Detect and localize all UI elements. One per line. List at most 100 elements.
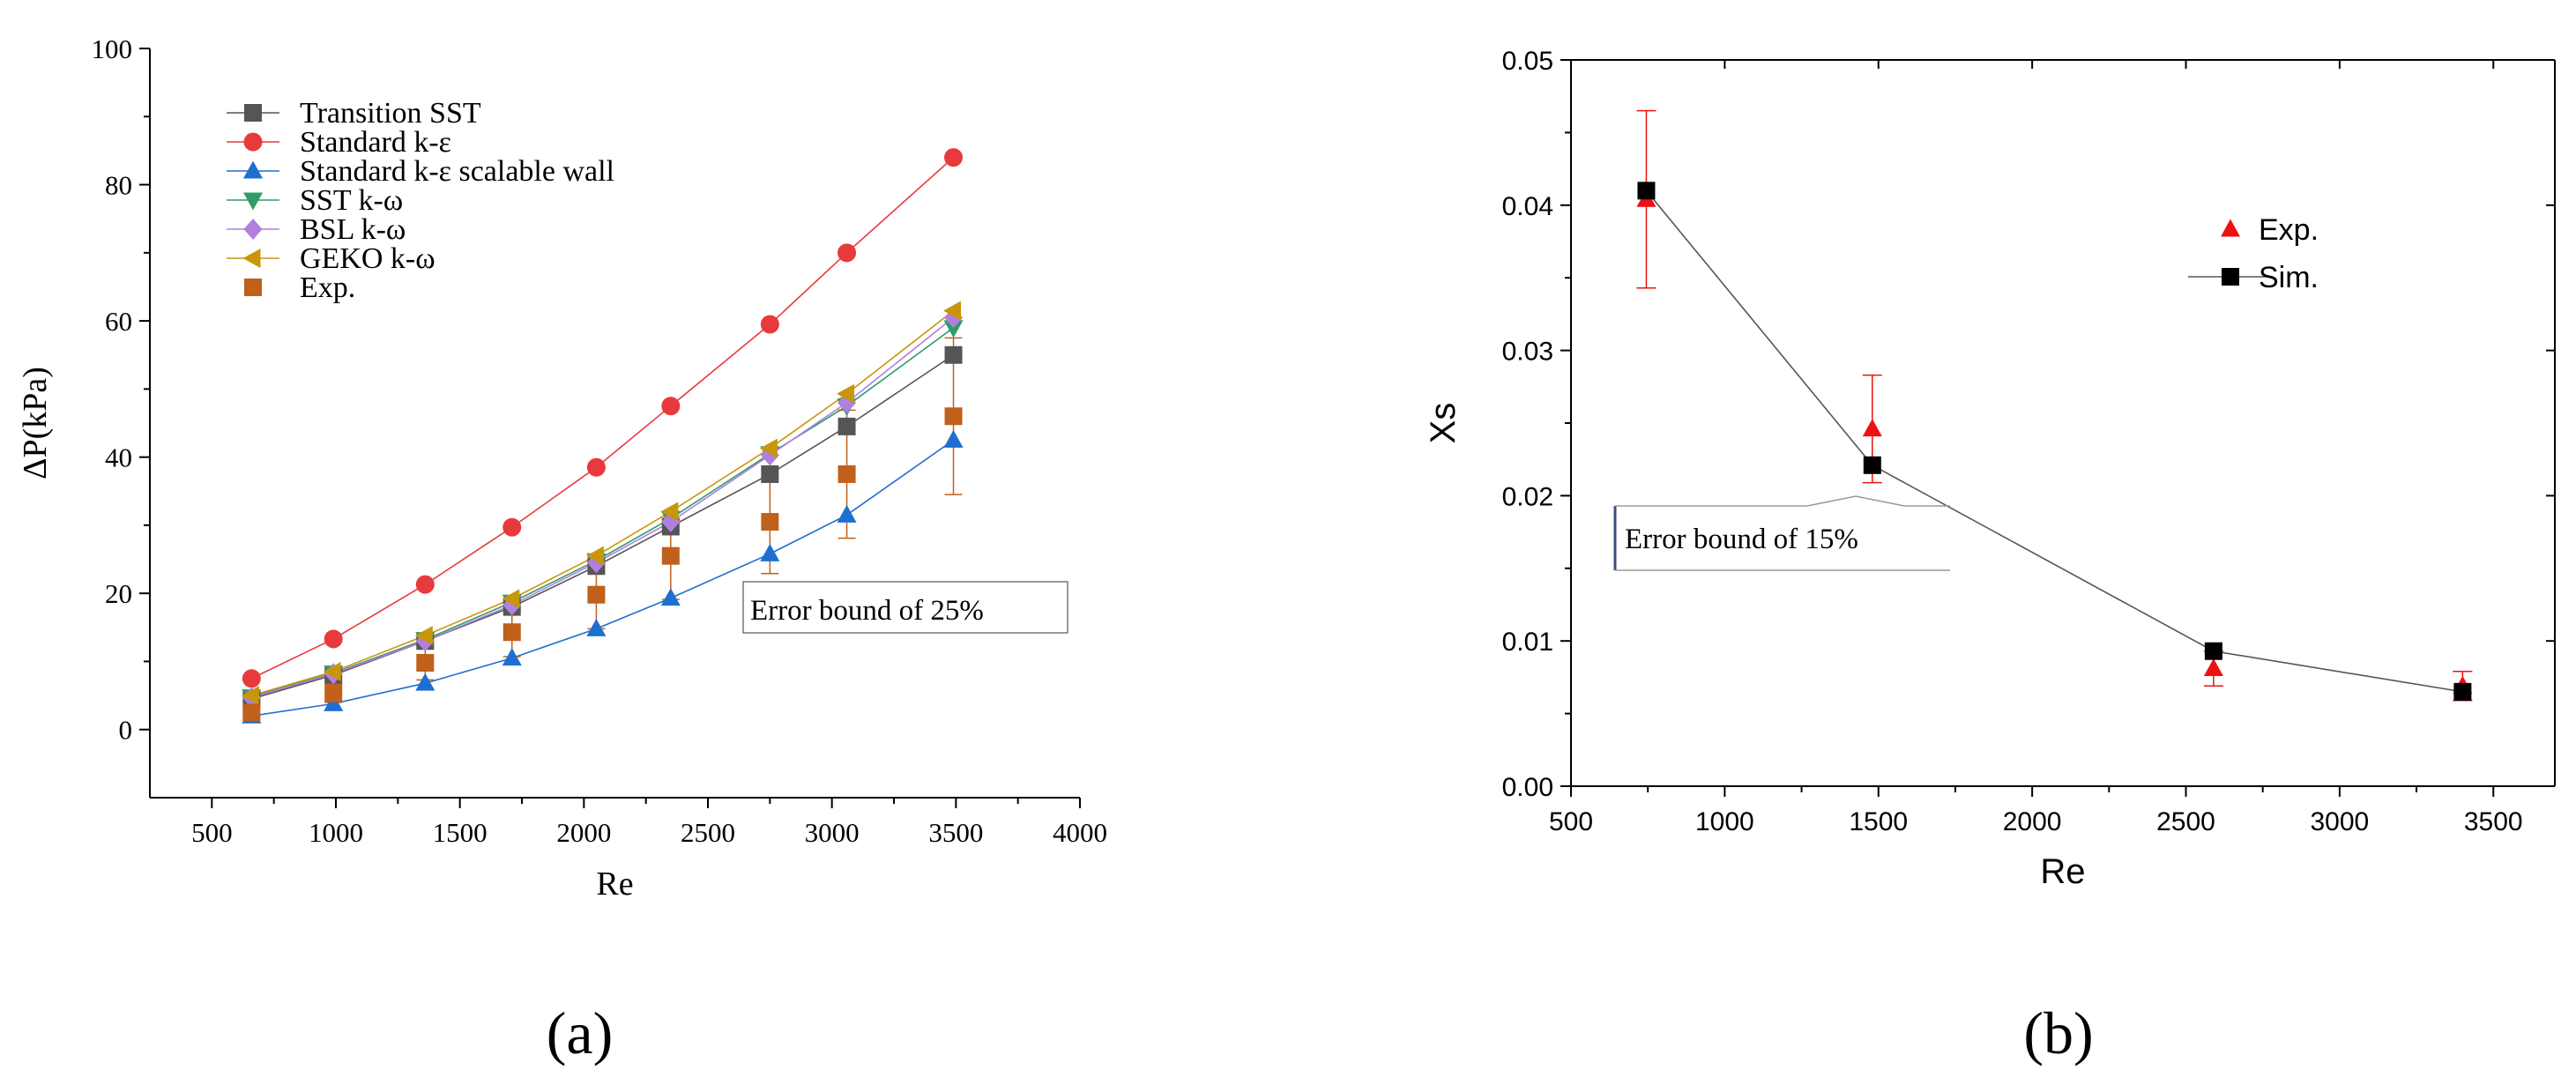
data-point	[242, 703, 261, 722]
data-point	[943, 320, 964, 338]
data-point	[837, 504, 857, 523]
y-tick-label: 0.02	[1502, 482, 1553, 511]
x-tick-label: 1500	[1849, 807, 1908, 836]
x-axis-label: Re	[2040, 852, 2085, 891]
series-line-5	[251, 309, 955, 696]
y-tick-label: 100	[92, 33, 133, 64]
data-point	[838, 417, 856, 435]
y-tick-label: 0.05	[1502, 47, 1553, 76]
data-point	[944, 407, 963, 426]
data-point	[587, 585, 606, 604]
y-tick-label: 0	[119, 715, 133, 746]
legend-label: Sim.	[2259, 261, 2319, 294]
legend-marker	[2221, 219, 2240, 237]
x-tick-label: 1000	[1695, 807, 1754, 836]
x-tick-label: 3500	[928, 817, 983, 848]
data-point	[586, 457, 606, 477]
data-point	[2453, 682, 2472, 701]
legend-label: SST k-ω	[300, 184, 403, 217]
data-point	[323, 662, 341, 682]
x-tick-label: 2500	[681, 817, 735, 848]
data-point	[661, 546, 680, 565]
x-tick-label: 2000	[2003, 807, 2062, 836]
legend-label: Exp.	[300, 271, 355, 304]
data-point	[503, 517, 522, 537]
data-point	[2203, 658, 2223, 677]
legend-marker	[244, 104, 262, 122]
data-point	[1863, 456, 1881, 474]
legend-marker	[243, 219, 263, 240]
data-point	[944, 346, 963, 364]
legend-marker	[243, 160, 263, 179]
x-axis-label: Re	[596, 866, 633, 903]
data-point	[2204, 642, 2222, 660]
x-tick-label: 1000	[309, 817, 363, 848]
chart-panel-b: 500 1000 1500 2000 2500 3000 3500 0.00 0.01 0.02 0…	[1424, 47, 2556, 1066]
data-point	[242, 669, 261, 688]
annotation-box	[742, 581, 1068, 634]
y-tick-label: 20	[105, 578, 132, 609]
legend-marker	[244, 279, 262, 296]
x-tick-label: 3000	[2311, 807, 2370, 836]
legend-label: BSL k-ω	[300, 213, 406, 246]
x-tick-label: 2000	[556, 817, 611, 848]
data-point	[838, 243, 857, 263]
data-point	[837, 383, 855, 404]
y-tick-label: 0.01	[1502, 628, 1553, 657]
data-point	[760, 543, 780, 561]
annotation-text: Error bound of 15%	[1625, 524, 1858, 555]
y-axis-label: ΔP(kPa)	[17, 367, 54, 479]
data-point	[415, 673, 436, 691]
y-tick-label: 40	[105, 442, 132, 473]
data-point	[503, 623, 521, 642]
y-tick-label: 0.04	[1502, 192, 1553, 221]
x-tick-label: 500	[191, 817, 233, 848]
y-tick-label: 0.00	[1502, 773, 1553, 802]
data-point	[760, 315, 779, 334]
legend-label: Transition SST	[300, 97, 481, 130]
data-point	[324, 693, 344, 711]
legend-marker	[2222, 268, 2239, 286]
data-point	[586, 618, 607, 636]
series-line-1	[1645, 190, 2463, 693]
panel-label: (a)	[547, 1000, 613, 1066]
x-tick-label: 4000	[1053, 817, 1107, 848]
data-point	[761, 513, 779, 531]
data-point	[660, 502, 679, 522]
data-point	[415, 575, 435, 594]
data-point	[502, 648, 522, 666]
annotation-text: Error bound of 25%	[750, 595, 984, 627]
data-point	[324, 684, 343, 702]
legend-label: GEKO k-ω	[300, 242, 436, 275]
legend-marker	[243, 192, 263, 211]
data-point	[1637, 182, 1656, 200]
legend-marker	[242, 249, 261, 268]
x-tick-label: 1500	[433, 817, 488, 848]
data-point	[943, 429, 964, 448]
x-tick-label: 3000	[805, 817, 860, 848]
x-tick-label: 500	[1549, 807, 1593, 836]
x-tick-label: 2500	[2156, 807, 2215, 836]
data-point	[416, 654, 435, 672]
y-tick-label: 60	[105, 306, 132, 337]
data-point	[761, 464, 779, 483]
y-axis-label: Xs	[1424, 403, 1463, 444]
data-point	[1862, 419, 1882, 437]
data-point	[585, 546, 604, 566]
y-tick-label: 80	[105, 170, 132, 201]
data-point	[241, 686, 259, 706]
annotation-box-edge	[1806, 495, 1950, 507]
legend-label: Exp.	[2259, 213, 2319, 247]
legend-label: Standard k-ε	[300, 126, 451, 159]
chart-panel-a: 500 1000 1500 2000 2500 3000 3500 4000 0 20 40 60 80…	[17, 33, 1107, 1066]
x-tick-label: 3500	[2464, 807, 2523, 836]
data-point	[661, 397, 681, 416]
data-point	[324, 629, 343, 649]
legend-marker	[243, 132, 263, 152]
legend-label: Standard k-ε scalable wall	[300, 155, 614, 188]
data-point	[838, 464, 856, 483]
y-tick-label: 0.03	[1502, 338, 1553, 367]
data-point	[759, 438, 778, 458]
panel-label: (b)	[2023, 1000, 2093, 1066]
